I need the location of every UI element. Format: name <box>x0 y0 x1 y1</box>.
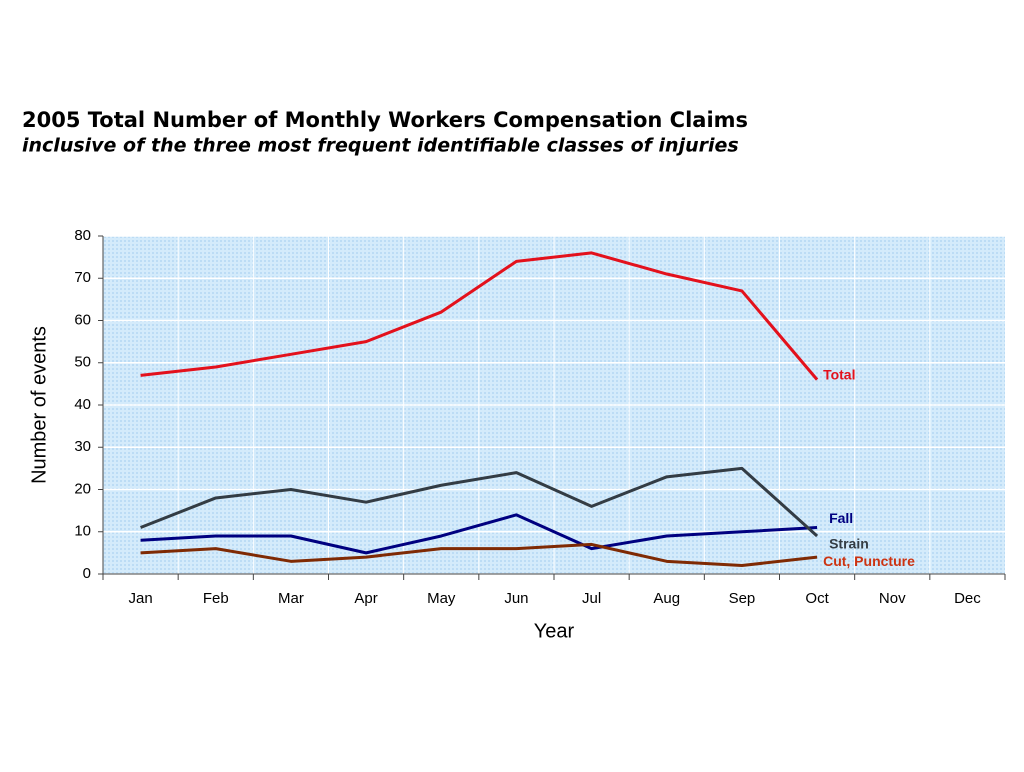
series-line <box>140 251 819 381</box>
y-tick-label: 70 <box>74 269 91 286</box>
chart-title: 2005 Total Number of Monthly Workers Com… <box>22 108 748 132</box>
x-tick-label: Jul <box>582 590 601 607</box>
series-line <box>140 466 819 538</box>
y-axis-label: Number of events <box>28 326 50 484</box>
x-tick-label: Sep <box>729 590 756 607</box>
y-tick-label: 10 <box>74 523 91 540</box>
x-tick-label: Mar <box>278 590 304 607</box>
x-tick-label: Apr <box>354 590 377 607</box>
x-tick-label: Oct <box>805 590 829 607</box>
x-tick-label: Dec <box>954 590 981 607</box>
x-axis-label: Year <box>534 620 575 642</box>
series-label: Strain <box>829 536 869 552</box>
chart-subtitle: inclusive of the three most frequent ide… <box>22 135 739 157</box>
y-tick-label: 20 <box>74 480 91 497</box>
series-line <box>140 513 818 555</box>
x-tick-label: May <box>427 590 456 607</box>
y-tick-label: 80 <box>74 227 91 244</box>
y-tick-label: 0 <box>83 565 91 582</box>
x-tick-label: Feb <box>203 590 229 607</box>
series-label: Cut, Puncture <box>823 553 915 569</box>
y-tick-label: 50 <box>74 354 91 371</box>
x-tick-label: Jan <box>128 590 152 607</box>
y-tick-label: 40 <box>74 396 91 413</box>
series-line <box>140 542 818 568</box>
x-tick-label: Nov <box>879 590 906 607</box>
x-tick-label: Jun <box>504 590 528 607</box>
y-tick-label: 30 <box>74 438 91 455</box>
x-tick-label: Aug <box>653 590 680 607</box>
series-label: Fall <box>829 510 853 526</box>
series-label: Total <box>823 366 855 382</box>
y-tick-label: 60 <box>74 311 91 328</box>
